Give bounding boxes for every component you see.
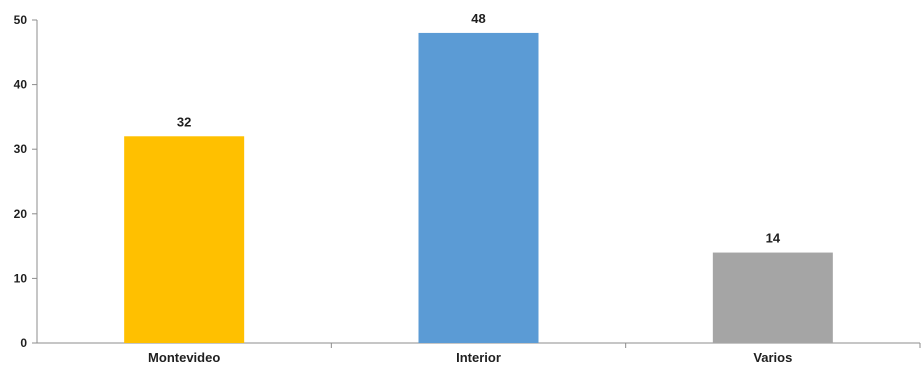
y-tick-label: 20 xyxy=(14,207,28,221)
chart-bars xyxy=(124,32,833,344)
category-label-interior: Interior xyxy=(456,350,501,365)
y-tick-label: 50 xyxy=(14,13,28,27)
bar-montevideo xyxy=(124,136,245,343)
category-label-varios: Varios xyxy=(753,350,792,365)
chart-labels: 32 Montevideo 48 Interior 14 Varios xyxy=(148,11,792,365)
data-label-varios: 14 xyxy=(766,231,781,246)
data-label-montevideo: 32 xyxy=(177,114,191,129)
y-tick-label: 30 xyxy=(14,142,28,156)
bar-interior xyxy=(418,32,539,344)
bar-varios xyxy=(712,252,833,343)
y-tick-label: 40 xyxy=(14,78,28,92)
data-label-interior: 48 xyxy=(471,11,485,26)
y-tick-label: 10 xyxy=(14,271,28,285)
category-label-montevideo: Montevideo xyxy=(148,350,220,365)
y-tick-label: 0 xyxy=(20,336,27,350)
